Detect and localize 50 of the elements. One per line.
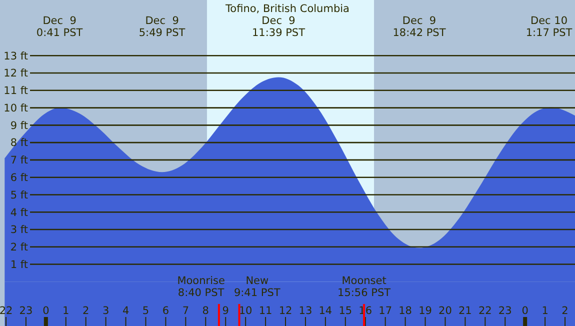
x-tick-label: 23 bbox=[498, 305, 512, 317]
ref-line-label: Moonrise 8:40 PST bbox=[177, 275, 225, 299]
x-tick-label: 3 bbox=[102, 305, 110, 317]
x-tick-label: 2 bbox=[82, 305, 90, 317]
x-tick-label: 14 bbox=[318, 305, 332, 317]
y-tick-label: 13 ft bbox=[4, 50, 28, 62]
y-tick-label: 2 ft bbox=[10, 242, 28, 254]
x-tick-label: 7 bbox=[182, 305, 190, 317]
x-tick-label: 4 bbox=[122, 305, 130, 317]
x-tick-label: 6 bbox=[162, 305, 170, 317]
annotation: Dec 9 5:49 PST bbox=[138, 15, 186, 39]
y-tick-label: 9 ft bbox=[10, 120, 28, 132]
x-tick-label: 17 bbox=[378, 305, 392, 317]
x-tick-label: 0 bbox=[522, 305, 528, 317]
x-tick-label: 20 bbox=[438, 305, 452, 317]
y-tick-label: 6 ft bbox=[10, 172, 28, 184]
y-tick-label: 12 ft bbox=[4, 68, 28, 80]
x-tick-label: 23 bbox=[19, 305, 33, 317]
ref-line-label: Moonset 15:56 PST bbox=[338, 275, 392, 299]
y-tick-label: 3 ft bbox=[10, 224, 28, 236]
y-tick-label: 8 ft bbox=[10, 137, 28, 150]
y-tick-label: 10 ft bbox=[4, 102, 28, 114]
x-tick-label: 5 bbox=[142, 305, 150, 317]
x-tick-label: 21 bbox=[458, 305, 472, 317]
x-tick-label: 15 bbox=[338, 305, 352, 317]
x-tick-label: 8 bbox=[202, 305, 209, 317]
y-tick-label: 4 ft bbox=[10, 206, 28, 219]
x-tick-label: 22 bbox=[478, 305, 492, 317]
x-tick-label: 10 bbox=[238, 305, 252, 317]
x-tick-label: 1 bbox=[542, 305, 548, 317]
x-tick-label: 0 bbox=[42, 305, 50, 317]
x-tick-label: 13 bbox=[298, 305, 312, 317]
x-tick-label: 11 bbox=[258, 305, 272, 317]
y-tick-label: 1 ft bbox=[10, 258, 28, 271]
x-tick-label: 1 bbox=[62, 305, 70, 317]
x-tick-label: 9 bbox=[222, 305, 229, 317]
x-tick-label: 18 bbox=[398, 305, 412, 317]
y-tick-label: 5 ft bbox=[10, 189, 28, 202]
annotation: Dec 9 11:39 PST bbox=[252, 15, 306, 39]
x-tick-label: 12 bbox=[278, 305, 292, 317]
x-tick-label: 2 bbox=[562, 305, 568, 317]
y-tick-label: 11 ft bbox=[4, 85, 28, 98]
x-tick-label: 22 bbox=[0, 305, 13, 317]
ref-line-label: New 9:41 PST bbox=[234, 275, 281, 299]
annotation: Dec 10 1:17 PST bbox=[526, 15, 573, 39]
x-tick-label: 19 bbox=[418, 305, 432, 317]
chart-title: Tofino, British Columbia bbox=[224, 3, 350, 15]
y-tick-label: 7 ft bbox=[10, 154, 28, 167]
annotation: Dec 9 18:42 PST bbox=[392, 15, 446, 39]
annotation: Dec 9 0:41 PST bbox=[36, 15, 84, 39]
